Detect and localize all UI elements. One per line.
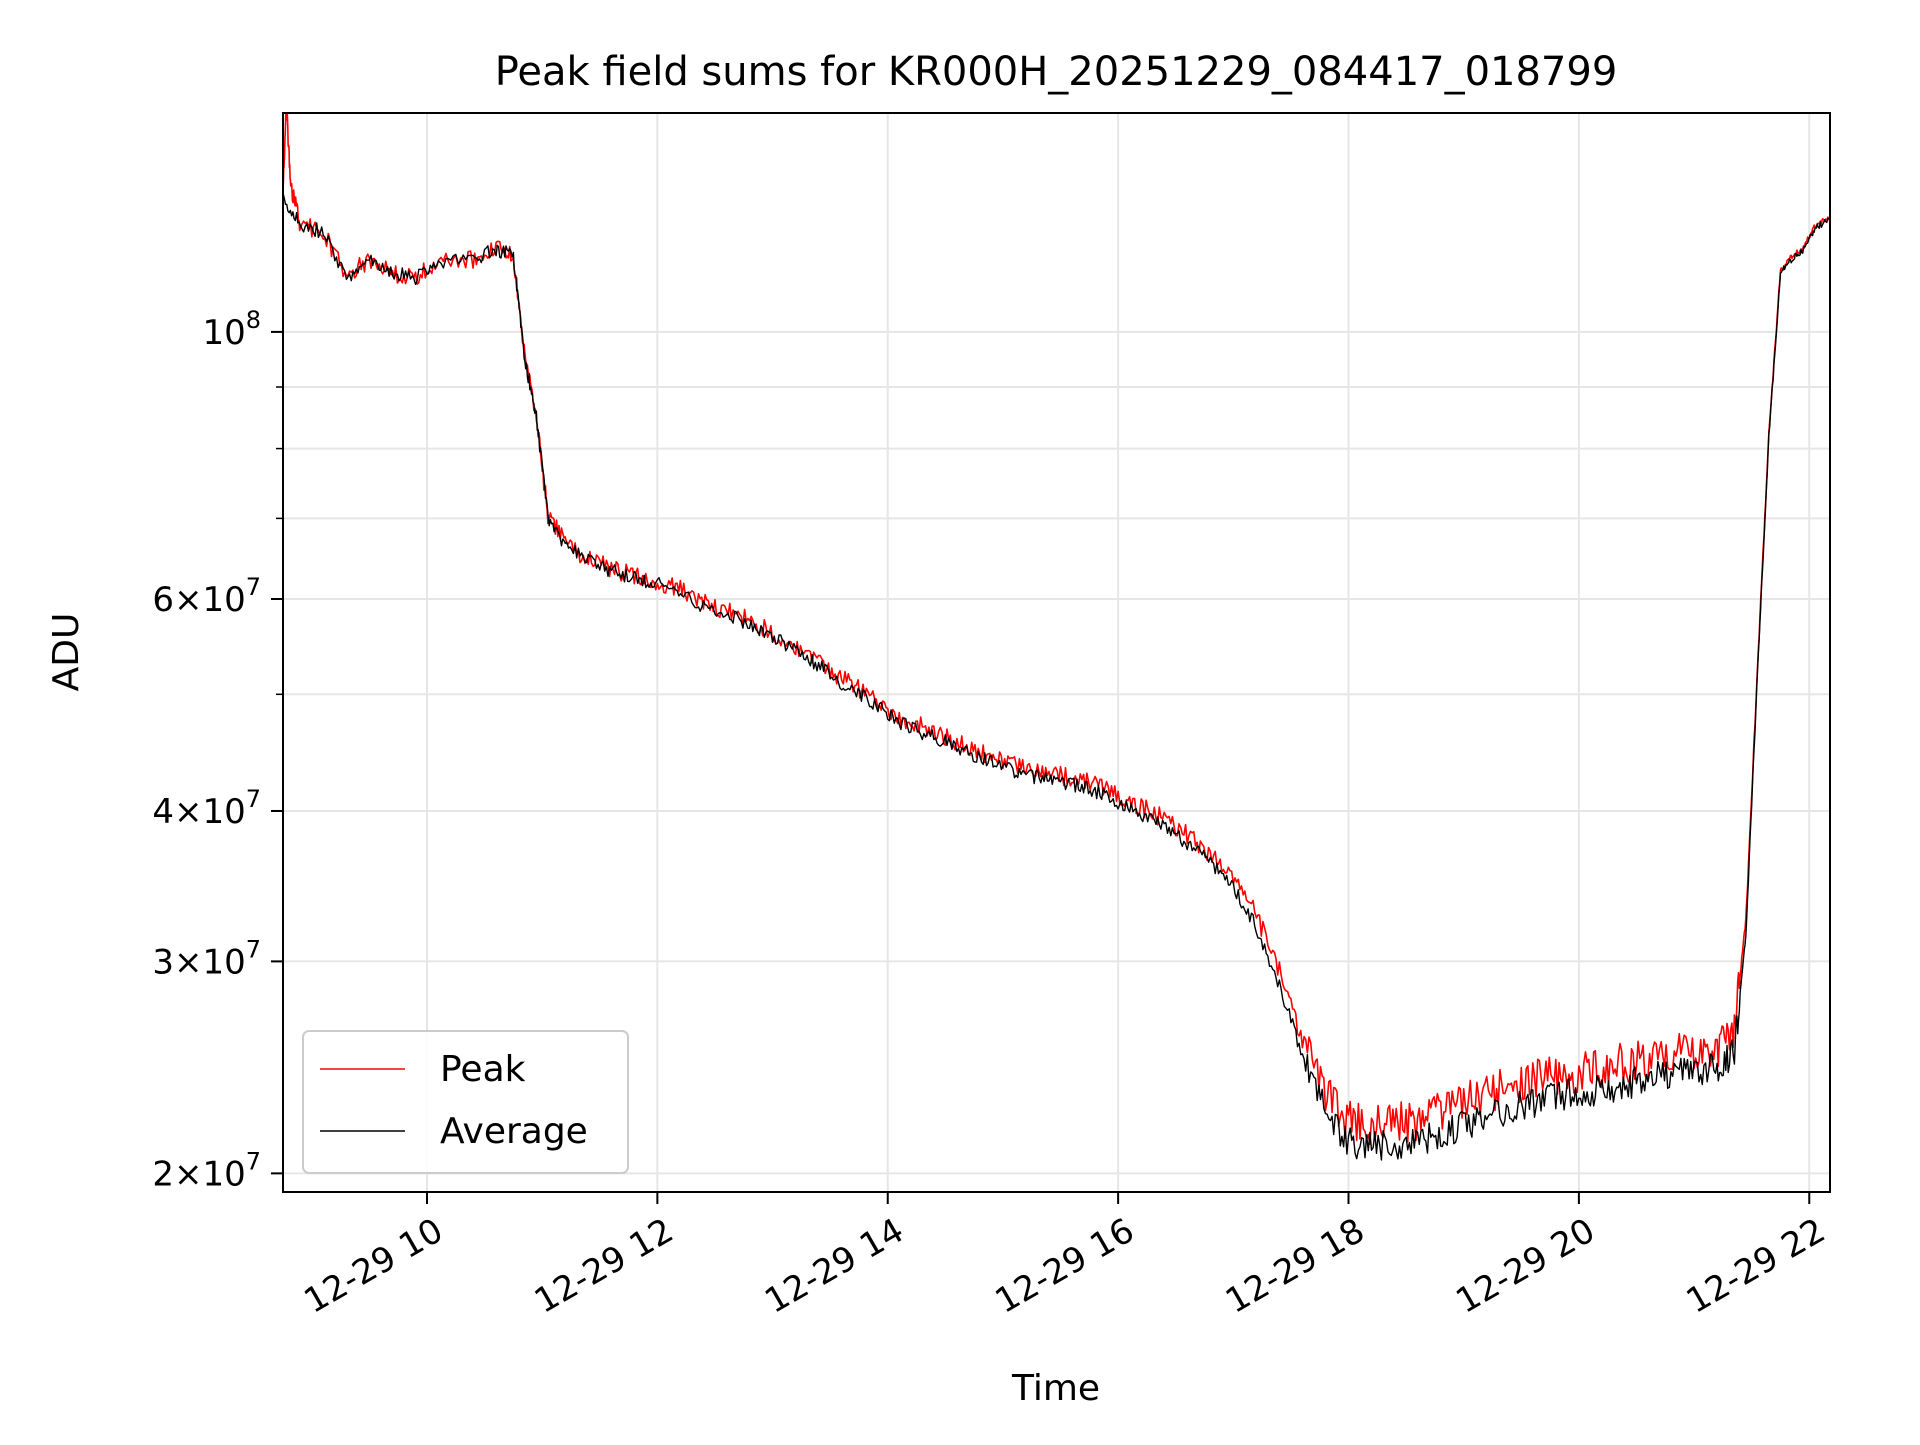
y-tick-exponent: 7: [246, 1147, 261, 1175]
series-layer: [283, 113, 1830, 1161]
legend-box: [302, 1030, 629, 1174]
y-tick-label: 6×107: [152, 573, 261, 620]
legend: Peak Average: [302, 1030, 629, 1174]
y-tick-exponent: 7: [246, 935, 261, 963]
y-tick-mantissa: 2×10: [152, 1154, 245, 1194]
y-axis-label: ADU: [46, 613, 87, 692]
y-tick-label: 3×107: [152, 935, 261, 982]
plot-frame: [282, 112, 1831, 1193]
y-tick-exponent: 7: [246, 573, 261, 601]
y-tick-label: 2×107: [152, 1147, 261, 1194]
grid: [283, 113, 1830, 1192]
y-tick-base: 10: [202, 313, 245, 353]
y-tick-label: 4×107: [152, 785, 261, 832]
y-tick-mantissa: 6×10: [152, 580, 245, 620]
y-tick-label: 108: [202, 306, 261, 353]
y-tick-exponent: 7: [246, 785, 261, 813]
y-tick-mantissa: 3×10: [152, 942, 245, 982]
y-tick-mantissa: 4×10: [152, 792, 245, 832]
legend-peak-label: Peak: [440, 1049, 526, 1090]
chart-title: Peak field sums for KR000H_20251229_0844…: [495, 49, 1618, 95]
legend-average-label: Average: [440, 1111, 588, 1152]
series-line-average: [283, 192, 1830, 1161]
x-axis-label: Time: [1011, 1368, 1100, 1409]
y-tick-exponent: 8: [246, 306, 261, 334]
